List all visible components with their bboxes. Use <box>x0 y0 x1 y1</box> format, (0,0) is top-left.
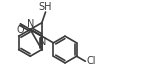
Text: N: N <box>27 19 34 28</box>
Text: SH: SH <box>39 2 52 12</box>
Text: O: O <box>17 25 24 35</box>
Text: Cl: Cl <box>86 56 96 66</box>
Text: N: N <box>39 37 46 47</box>
